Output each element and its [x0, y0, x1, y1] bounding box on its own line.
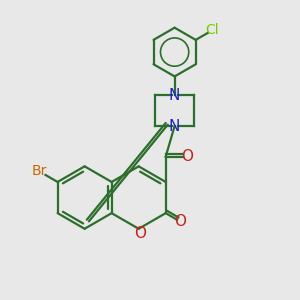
Text: N: N: [169, 88, 180, 103]
Text: Cl: Cl: [206, 23, 219, 37]
Text: O: O: [181, 149, 193, 164]
Text: N: N: [169, 118, 180, 134]
Text: O: O: [134, 226, 146, 241]
Text: O: O: [175, 214, 187, 229]
Text: Br: Br: [32, 164, 47, 178]
